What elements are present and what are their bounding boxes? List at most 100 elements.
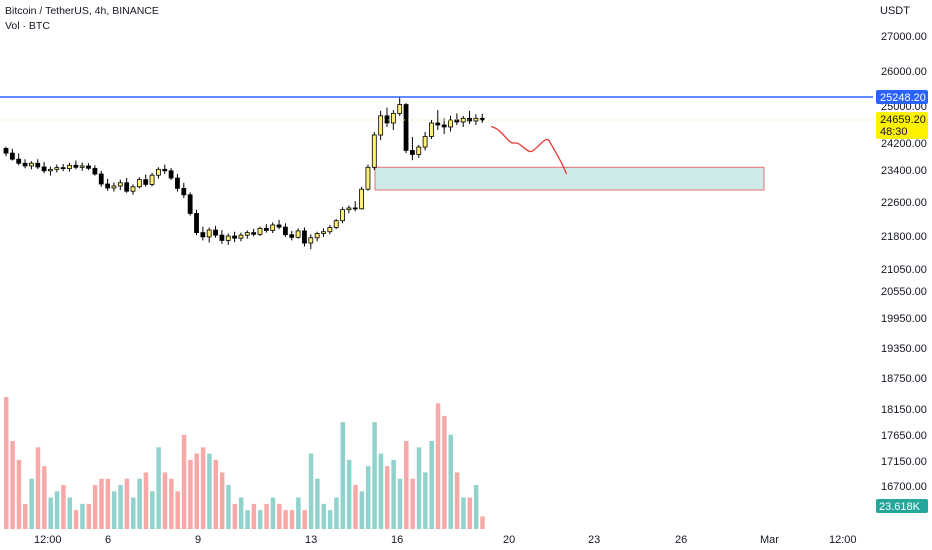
volume-bar [213,459,219,529]
volume-bar [86,503,92,529]
price-tick-label: 18750.00 [881,373,927,385]
volume-bar [416,447,422,529]
last-price-tag: 24659.20 48:30 [876,112,928,139]
volume-bar [429,441,434,529]
price-tick-label: 26000.00 [881,66,927,78]
candle-body [448,119,453,128]
candle-body [187,194,193,214]
volume-bar [245,510,250,529]
price-scale[interactable] [873,0,932,530]
volume-bar [378,453,384,529]
candle-body [276,224,282,228]
volume-bar [131,497,136,529]
volume-bar [391,459,396,529]
candle-body [73,164,79,168]
volume-bar [473,485,479,529]
candle-body [130,186,136,192]
candle-body [48,168,53,172]
candle-body [467,117,472,122]
candle-body [473,117,479,122]
volume-bar [353,485,358,529]
volume-bar [61,485,66,529]
time-tick-label: 26 [675,534,687,546]
symbol-title[interactable]: Bitcoin / TetherUS, 4h, BINANCE [5,5,159,17]
volume-bar [48,497,53,529]
volume-bar [67,497,72,529]
resistance-price-label: 25248.20 [880,92,926,104]
candle-body [390,112,396,124]
volume-bar [54,491,60,529]
price-tick-label: 23400.00 [881,165,927,177]
candle-body [232,235,238,239]
volume-bar [448,434,453,529]
price-tick-label: 17150.00 [881,456,927,468]
volume-bar [80,503,85,529]
volume-bar [277,503,282,529]
candle-body [308,237,314,244]
projection-path [490,125,568,175]
volume-bars [4,397,485,529]
resistance-price-tag: 25248.20 [876,90,928,104]
volume-bar [423,472,428,529]
candle-body [340,209,345,222]
volume-bar [346,459,352,529]
time-tick-label: 6 [105,534,111,546]
candle-body [200,232,206,238]
candle-body [429,122,434,137]
volume-bar [404,441,409,529]
candle-body [289,234,295,238]
candlesticks [3,96,485,250]
volume-bar [73,510,79,529]
volume-bar [321,503,326,529]
candle-body [333,220,339,228]
volume-bar [207,453,212,529]
candle-body [92,167,98,175]
candle-body [16,158,22,164]
volume-bar [150,491,155,529]
candle-body [352,207,358,210]
candle-body [155,168,161,176]
volume-bar [10,441,15,529]
volume-bar [264,503,269,529]
volume-bar [194,453,199,529]
time-tick-label: Mar [760,534,779,546]
volume-bar [308,453,314,529]
candle-body [28,162,34,167]
volume-bar [435,403,441,529]
price-tick-label: 21800.00 [881,231,927,243]
volume-indicator-label[interactable]: Vol · BTC [5,20,50,32]
candle-body [22,162,28,167]
volume-bar [4,397,9,529]
candle-body [270,224,276,231]
volume-bar [340,422,346,529]
candle-body [302,230,307,244]
candle-body [162,168,168,172]
volume-bar [124,478,130,529]
volume-bar [397,478,403,529]
volume-bar [99,478,104,529]
time-tick-label: 12:00 [829,534,857,546]
time-axis-ticks: 12:00 6 9 13 16 20 23 26 Mar 12:00 [34,534,857,546]
candle-body [3,147,9,154]
candle-body [124,182,130,192]
time-tick-label: 13 [305,534,317,546]
candle-body [98,173,104,185]
volume-bar [35,447,41,529]
candle-body [346,207,352,211]
volume-bar [480,516,485,529]
volume-bar [315,478,320,529]
price-tick-label: 27000.00 [881,31,927,43]
time-scale[interactable] [0,530,932,550]
volume-bar [175,491,180,529]
candle-body [9,152,15,160]
candle-body [86,165,91,169]
volume-bar [385,466,390,529]
volume-bar [188,459,193,529]
candle-body [143,179,149,185]
price-tick-label: 19950.00 [881,313,927,325]
candle-body [181,187,187,196]
candle-body [397,104,403,114]
demand-zone-layer [374,166,765,191]
volume-bar [442,415,447,529]
